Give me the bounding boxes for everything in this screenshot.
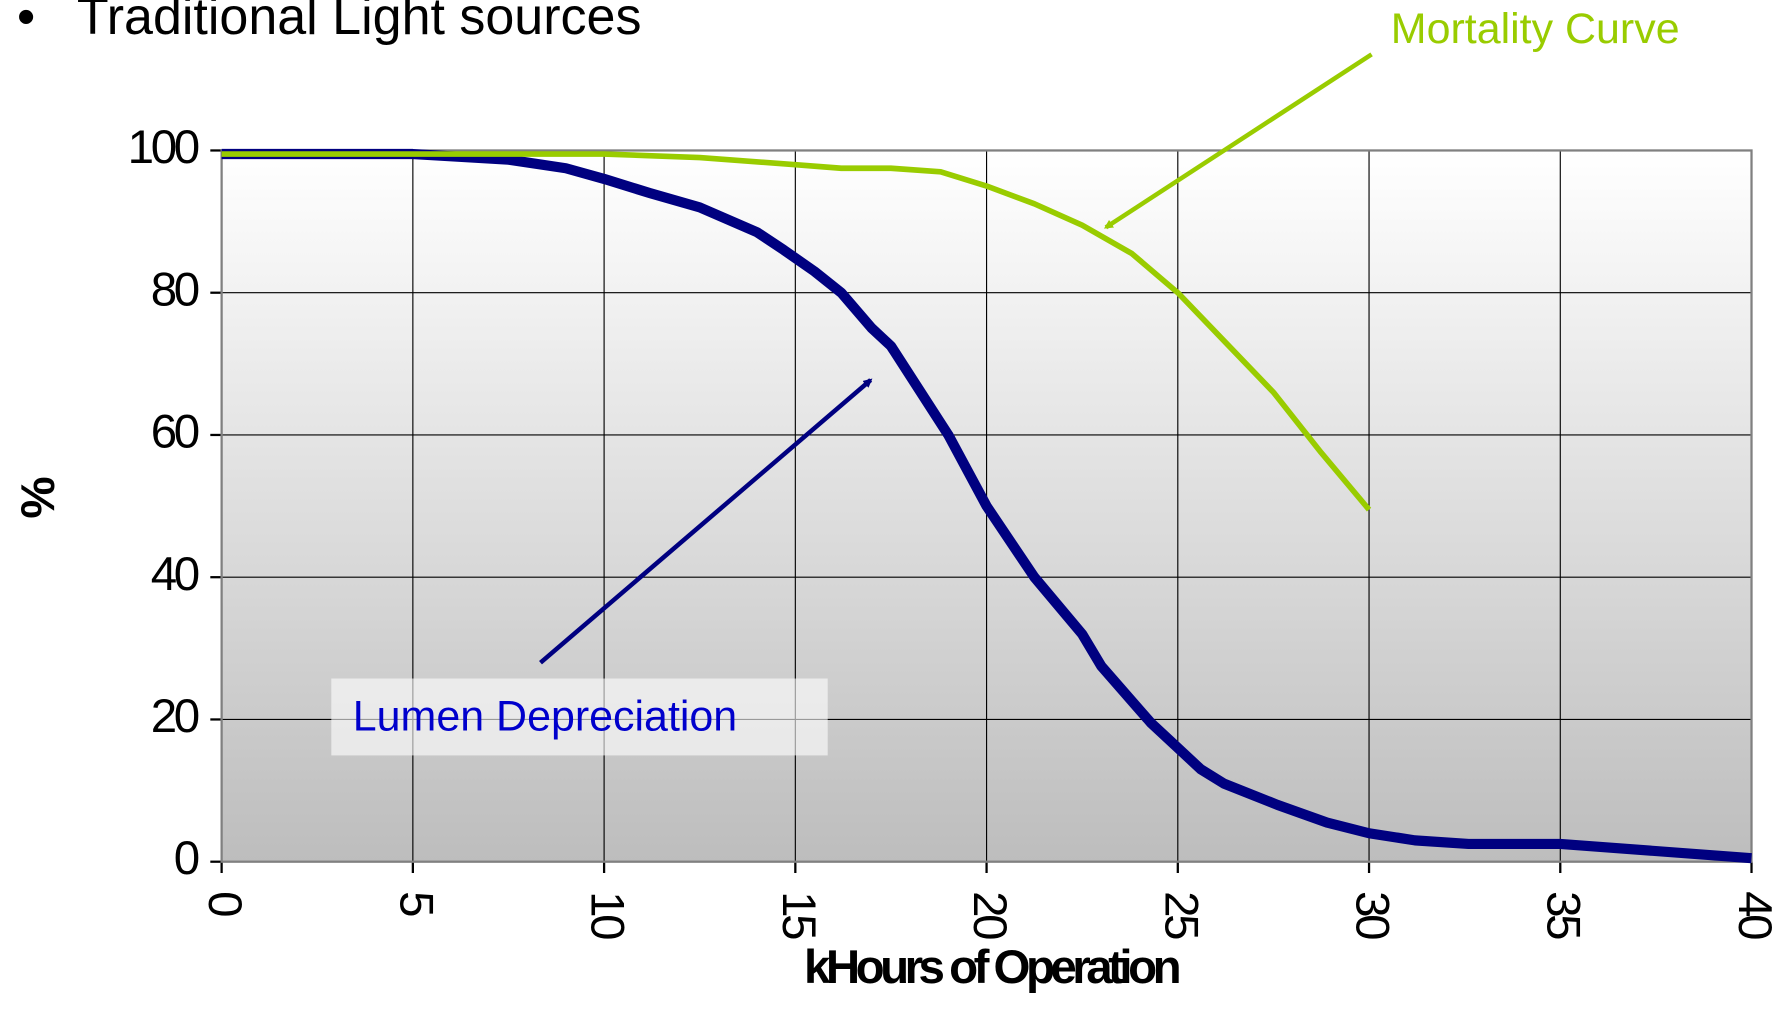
y-tick-label: 0 (174, 832, 199, 885)
plot-border (220, 149, 1753, 863)
annotation-arrow (539, 378, 873, 665)
series-label: Mortality Curve (1391, 5, 1680, 53)
series-label: Lumen Depreciation (353, 693, 737, 741)
y-tick-label: 100 (128, 121, 199, 174)
label-box (331, 678, 828, 756)
annotation-arrow (1103, 52, 1373, 230)
x-tick-label: 0 (198, 891, 251, 916)
y-tick-label: 80 (151, 263, 199, 316)
y-axis-label: % (10, 476, 63, 518)
x-tick-label: 35 (1537, 891, 1590, 939)
chart-title: Traditional Light sources (77, 0, 642, 46)
x-tick-label: 15 (772, 891, 825, 939)
x-tick-label: 10 (581, 891, 634, 939)
y-tick-label: 20 (151, 690, 199, 743)
data-line (221, 148, 1752, 864)
y-tick-label: 40 (151, 548, 199, 601)
x-tick-label: 25 (1154, 891, 1207, 939)
x-axis-label: kHours of Operation (804, 941, 1180, 994)
y-tick-label: 60 (151, 406, 199, 459)
x-tick-label: 30 (1345, 891, 1398, 939)
x-tick-label: 20 (963, 891, 1016, 939)
bullet: • (17, 0, 35, 46)
x-tick-label: 5 (389, 891, 442, 916)
data-line (221, 151, 1372, 512)
x-tick-label: 40 (1728, 891, 1773, 939)
